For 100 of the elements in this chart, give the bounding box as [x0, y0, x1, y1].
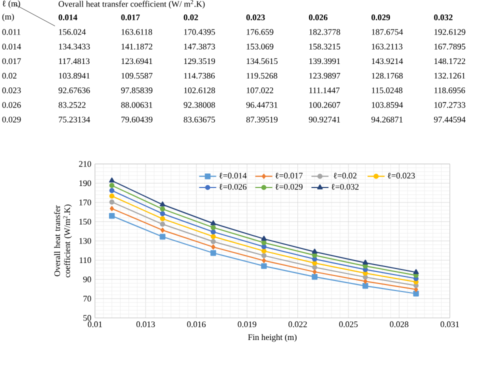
data-label: 88.00631	[121, 102, 152, 108]
point	[109, 188, 114, 194]
point	[160, 228, 165, 233]
point	[210, 220, 216, 226]
legend-label: ℓ=0.029	[275, 184, 303, 190]
data-label: 182.3778	[309, 29, 340, 35]
point	[160, 206, 166, 212]
point	[210, 229, 216, 234]
x-tick-label: 0.013	[136, 322, 155, 328]
data-label: 107.2733	[434, 102, 466, 108]
data-label: 94.26871	[371, 116, 403, 123]
data-label: 111.1447	[309, 88, 340, 94]
data-label: 92.67636	[58, 88, 90, 94]
point	[362, 260, 368, 265]
point	[160, 216, 166, 222]
data-label: 83.63675	[184, 116, 215, 123]
y-tick-label: 170	[79, 200, 92, 206]
y-tick-label: 0.017	[2, 58, 21, 64]
data-label: 134.3433	[59, 44, 90, 50]
y-tick-label: 0.029	[2, 116, 21, 123]
data-label: 75.23134	[58, 116, 90, 123]
data-label: 153.069	[246, 44, 274, 50]
point	[210, 239, 216, 244]
y-tick-label: 90	[83, 276, 92, 282]
legend-label: ℓ=0.026	[219, 184, 246, 190]
point	[261, 244, 266, 250]
data-label: 128.1768	[372, 72, 403, 79]
point	[312, 274, 318, 280]
data-label: 107.022	[246, 88, 274, 94]
x-tick-label: 0.019	[238, 322, 256, 328]
y-tick-label: 70	[84, 296, 92, 302]
legend-label: ℓ=0.017	[275, 172, 303, 179]
data-label: 79.60439	[121, 116, 152, 123]
data-label: 139.3991	[309, 58, 340, 64]
data-label: 141.1872	[122, 44, 152, 50]
x-tick-label: 0.01	[88, 322, 102, 328]
point	[110, 206, 114, 212]
point	[362, 274, 368, 280]
x-tick-label: 0.017	[121, 14, 140, 20]
point	[160, 201, 166, 206]
point	[261, 253, 266, 258]
data-label: 156.024	[59, 29, 86, 35]
x-tick-label: 0.029	[372, 14, 390, 20]
legend-label: ℓ=0.02	[334, 172, 356, 179]
data-label: 118.6956	[434, 88, 466, 94]
point	[261, 236, 267, 241]
data-label: 103.8594	[372, 102, 403, 108]
y-tick-label: 0.026	[2, 102, 21, 108]
legend-label: ℓ=0.023	[388, 172, 415, 179]
data-label: 167.7895	[434, 44, 466, 50]
data-label: 109.5587	[122, 72, 152, 79]
point	[312, 269, 317, 274]
y-tick-label: 0.011	[2, 29, 20, 35]
point	[362, 283, 368, 289]
x-tick-label: 0.025	[339, 322, 358, 328]
data-label: 187.6754	[372, 29, 403, 35]
data-label: 134.5615	[246, 58, 278, 64]
point	[160, 211, 166, 216]
data-label: 92.38008	[184, 102, 215, 108]
point	[210, 250, 216, 256]
data-label: 115.0248	[372, 88, 402, 94]
legend-label: ℓ=0.014	[219, 172, 247, 179]
point	[211, 244, 216, 250]
data-label: 192.6129	[434, 29, 466, 35]
point	[109, 178, 115, 183]
y-tick-label: 0.02	[2, 72, 16, 79]
x-tick-label: 0.023	[246, 14, 265, 20]
x-tick-label: 0.032	[434, 14, 453, 20]
data-label: 96.44731	[246, 102, 278, 108]
y-tick-label: 150	[79, 218, 92, 225]
point	[262, 258, 266, 264]
data-label: 83.2522	[58, 102, 86, 108]
y-tick-label: 0.014	[2, 44, 21, 50]
data-label: 147.3873	[184, 44, 215, 50]
x-tick-label: 0.028	[390, 322, 408, 328]
x-tick-label: 0.016	[187, 322, 206, 328]
point	[413, 290, 419, 297]
point	[109, 200, 114, 205]
data-label: 102.6128	[184, 88, 215, 94]
data-label: 100.2607	[309, 102, 340, 108]
data-label: 123.9897	[309, 72, 340, 79]
point	[261, 263, 267, 269]
point	[312, 248, 318, 254]
data-label: 170.4395	[184, 29, 215, 35]
x-tick-label: 0.022	[288, 322, 307, 328]
data-label: 97.85839	[121, 88, 152, 94]
x-tick-label: 0.02	[184, 14, 198, 20]
point	[413, 269, 419, 274]
data-label: 176.659	[246, 29, 274, 35]
x-axis-title: Fin height (m)	[248, 334, 297, 342]
y-tick-label: 190	[79, 180, 92, 186]
y-tick-label: 110	[80, 257, 92, 264]
data-label: 114.7386	[184, 72, 215, 79]
point	[312, 264, 318, 270]
x-tick-label: 0.026	[308, 14, 328, 20]
data-label: 117.4813	[59, 58, 90, 64]
data-label: 87.39519	[246, 116, 278, 123]
point	[160, 222, 166, 227]
point	[109, 194, 114, 199]
data-label: 129.3519	[184, 58, 215, 64]
